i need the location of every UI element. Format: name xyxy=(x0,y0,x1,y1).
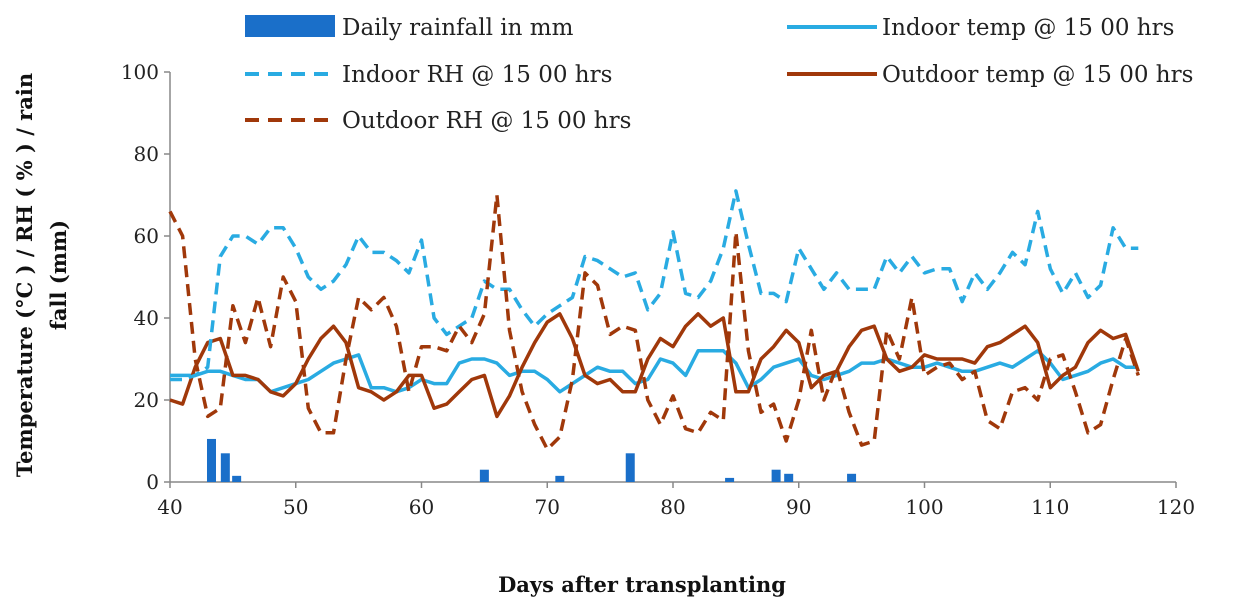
rainfall-bar xyxy=(232,475,242,482)
legend-label-rainfall: Daily rainfall in mm xyxy=(342,15,574,41)
rainfall-bar xyxy=(847,473,857,482)
y-axis-title: Temperature (°C ) / RH ( % ) / rain fall… xyxy=(12,73,71,477)
y-tick-label: 100 xyxy=(121,60,159,84)
y-tick-label: 20 xyxy=(134,388,159,412)
rainfall-bar xyxy=(771,469,781,482)
rainfall-bar xyxy=(555,475,565,482)
x-tick-label: 80 xyxy=(660,495,685,519)
x-tick-label: 100 xyxy=(905,495,943,519)
rainfall-bars xyxy=(206,438,857,482)
x-tick-label: 110 xyxy=(1031,495,1069,519)
series-line-outdoor-rh-15-00-hrs xyxy=(168,193,1140,451)
x-tick-label: 70 xyxy=(535,495,560,519)
rainfall-bar xyxy=(479,469,489,482)
y-tick-label: 40 xyxy=(134,306,159,330)
legend-item-outdoor-rh: Outdoor RH @ 15 00 hrs xyxy=(245,108,631,134)
legend: Daily rainfall in mm Indoor temp @ 15 00… xyxy=(245,15,1193,134)
legend-label-outdoor-temp: Outdoor temp @ 15 00 hrs xyxy=(882,62,1193,88)
legend-item-rainfall: Daily rainfall in mm xyxy=(245,15,574,41)
legend-label-outdoor-rh: Outdoor RH @ 15 00 hrs xyxy=(342,108,631,134)
legend-item-indoor-temp: Indoor temp @ 15 00 hrs xyxy=(787,15,1174,41)
rainfall-bar xyxy=(625,453,635,482)
x-tick-label: 50 xyxy=(283,495,308,519)
y-axis-title-line-1: Temperature (°C ) / RH ( % ) / rain xyxy=(12,73,37,477)
x-tick-label: 90 xyxy=(786,495,811,519)
x-tick-label: 120 xyxy=(1157,495,1195,519)
legend-swatch-rainfall xyxy=(245,15,335,37)
y-tick-label: 0 xyxy=(146,470,159,494)
axes: 0 20 40 60 80 100 40 50 60 70 80 90 100 110 120 xyxy=(121,60,1195,519)
y-axis-title-line-2: fall (mm) xyxy=(46,220,71,330)
legend-label-indoor-temp: Indoor temp @ 15 00 hrs xyxy=(882,15,1174,41)
legend-label-indoor-rh: Indoor RH @ 15 00 hrs xyxy=(342,62,612,88)
rainfall-bar xyxy=(220,453,230,482)
series-line-indoor-rh-15-00-hrs xyxy=(170,189,1139,382)
legend-item-indoor-rh: Indoor RH @ 15 00 hrs xyxy=(245,62,612,88)
x-tick-label: 40 xyxy=(157,495,182,519)
rainfall-bar xyxy=(206,438,216,482)
rainfall-bar xyxy=(784,473,794,482)
x-axis-title: Days after transplanting xyxy=(498,572,786,597)
series-lines xyxy=(168,189,1140,451)
series-line-outdoor-temp-15-00-hrs xyxy=(169,312,1140,419)
y-tick-label: 60 xyxy=(134,224,159,248)
y-tick-label: 80 xyxy=(134,142,159,166)
rainfall-bar xyxy=(725,477,735,482)
series-line-indoor-temp-15-00-hrs xyxy=(170,349,1139,394)
x-tick-label: 60 xyxy=(409,495,434,519)
legend-item-outdoor-temp: Outdoor temp @ 15 00 hrs xyxy=(787,62,1193,88)
